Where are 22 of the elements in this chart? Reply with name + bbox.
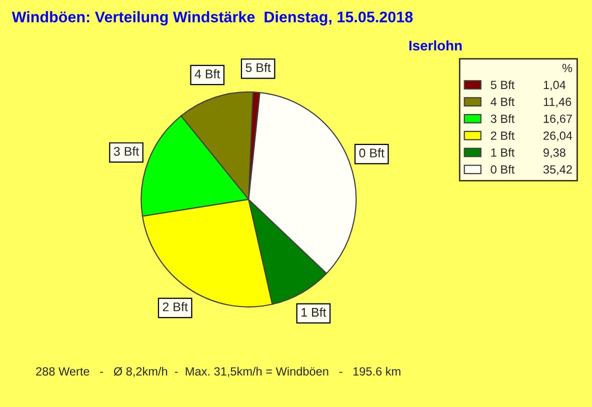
slice-label: 1 Bft bbox=[302, 308, 326, 317]
slice-label: 2 Bft bbox=[162, 302, 188, 312]
chart-subtitle: Iserlohn bbox=[409, 40, 462, 51]
slice-label: 4 Bft bbox=[194, 69, 220, 78]
slice-label: 5 Bft bbox=[246, 62, 271, 72]
data-label: 11,46 bbox=[544, 98, 572, 108]
text: 288 Werte - Ø 8,2km/h - Max. 31,5km/h = Windböen - 195.6 km bbox=[36, 366, 400, 377]
legend-label: 3 Bft bbox=[490, 114, 515, 123]
data-label: 9,38 bbox=[544, 148, 566, 158]
data-label: 1,04 bbox=[544, 80, 566, 91]
legend-label: 0 Bft bbox=[490, 164, 515, 174]
data-label: 16,67 bbox=[544, 114, 572, 124]
legend-label: 2 Bft bbox=[490, 131, 515, 140]
legend-label: 5 Bft bbox=[490, 80, 515, 90]
slice-label: 0 Bft bbox=[359, 148, 384, 158]
legend-title: % bbox=[562, 64, 572, 72]
data-label: 26,04 bbox=[544, 131, 572, 142]
slice-label: 3 Bft bbox=[114, 146, 140, 156]
chart-title: Windböen: Verteilung Windstärke Dienstag, 15.05.2018 bbox=[12, 11, 413, 26]
legend-label: 1 Bft bbox=[491, 148, 515, 157]
legend-label: 4 Bft bbox=[490, 97, 515, 106]
data-label: 35,42 bbox=[543, 165, 572, 176]
